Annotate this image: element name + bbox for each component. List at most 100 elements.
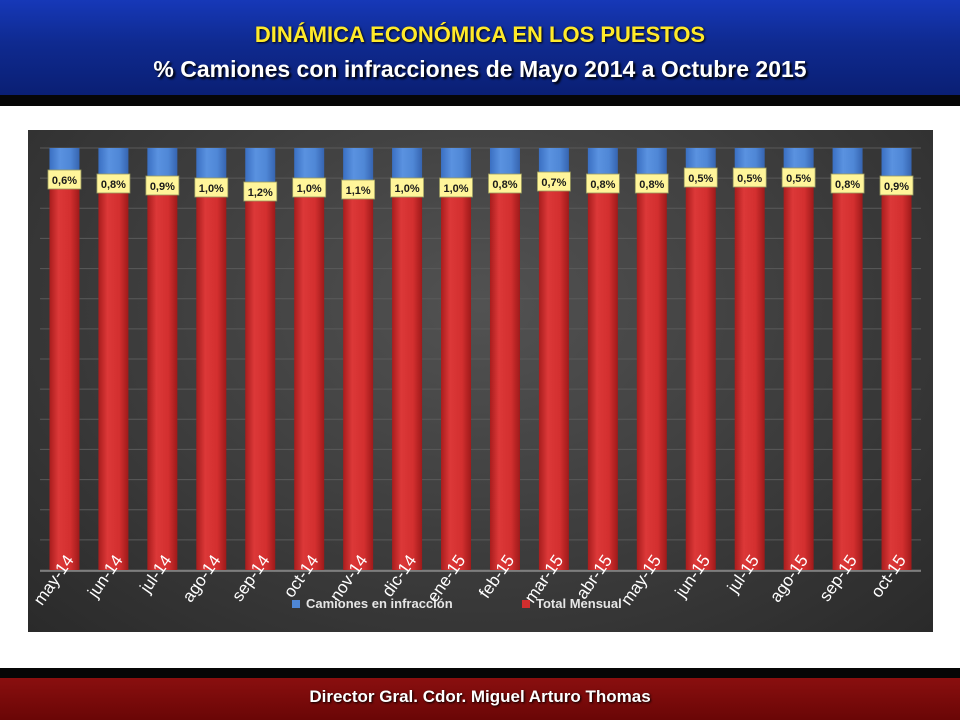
data-label: 0,8% xyxy=(96,173,131,194)
bar-total-mensual xyxy=(783,172,814,570)
data-label-text: 0,5% xyxy=(688,173,713,185)
data-label-text: 0,8% xyxy=(835,179,860,191)
data-label-text: 0,5% xyxy=(786,173,811,185)
bar-camiones-infraccion xyxy=(147,148,178,180)
legend-swatch xyxy=(292,600,300,608)
data-label: 0,6% xyxy=(47,169,82,190)
data-label-box xyxy=(96,173,131,194)
data-label-box xyxy=(47,169,82,190)
data-label-box xyxy=(243,181,278,202)
data-label-text: 1,0% xyxy=(395,183,420,195)
data-label-box xyxy=(781,167,816,188)
data-label: 0,8% xyxy=(488,173,522,194)
x-tick-label: jul-15 xyxy=(723,551,763,597)
data-label-text: 0,9% xyxy=(884,181,909,193)
data-label-text: 0,8% xyxy=(492,179,517,191)
bar-total-mensual xyxy=(489,178,520,570)
bar-total-mensual xyxy=(881,180,912,570)
bar-total-mensual xyxy=(196,182,227,570)
data-label-box xyxy=(439,177,473,198)
data-label-text: 1,0% xyxy=(297,183,322,195)
data-label: 1,0% xyxy=(439,177,473,198)
bar-total-mensual xyxy=(734,172,765,570)
chart-panel: 0,6% 0,8% 0,9% 1,0% 1,2% 1,0% 1,1% 1,0% 1,0% 0,8%… xyxy=(28,130,933,632)
bar-total-mensual xyxy=(538,176,569,570)
footer-banner: Director Gral. Cdor. Miguel Arturo Thoma… xyxy=(0,678,960,720)
page-subtitle: % Camiones con infracciones de Mayo 2014… xyxy=(153,56,807,82)
legend: Camiones en infracción Total Mensual xyxy=(292,596,622,611)
bars xyxy=(49,148,912,570)
data-label-text: 0,8% xyxy=(639,179,664,191)
bar-total-mensual xyxy=(685,172,716,570)
header-banner: DINÁMICA ECONÓMICA EN LOS PUESTOS % Cami… xyxy=(0,0,960,95)
bar-camiones-infraccion xyxy=(587,148,618,178)
legend-label: Total Mensual xyxy=(536,596,622,611)
x-tick-label: feb-15 xyxy=(475,551,518,601)
x-tick-label: abr-15 xyxy=(572,551,616,602)
bar-total-mensual xyxy=(441,182,472,570)
bar-camiones-infraccion xyxy=(489,148,520,178)
x-tick-label: dic-14 xyxy=(378,551,420,600)
bar-camiones-infraccion xyxy=(196,148,227,182)
data-label: 0,5% xyxy=(683,167,718,188)
data-label-box xyxy=(341,179,376,200)
data-label-box xyxy=(292,177,327,198)
bar-total-mensual xyxy=(147,180,178,570)
data-label-box xyxy=(194,177,229,198)
data-label: 0,9% xyxy=(145,175,180,196)
x-tick-label: jul-14 xyxy=(136,551,176,597)
header-divider xyxy=(0,95,960,106)
data-label-text: 0,7% xyxy=(541,177,566,189)
x-tick-label: oct-15 xyxy=(867,551,910,601)
bar-camiones-infraccion xyxy=(343,148,374,184)
data-label-text: 0,5% xyxy=(737,173,762,185)
bar-total-mensual xyxy=(392,182,423,570)
bar-total-mensual xyxy=(832,178,863,570)
data-label-box xyxy=(537,171,571,192)
data-label-box xyxy=(585,173,620,194)
data-label-box xyxy=(634,173,669,194)
data-label: 1,0% xyxy=(292,177,327,198)
data-label: 0,8% xyxy=(830,173,865,194)
data-label-box xyxy=(830,173,865,194)
data-label-text: 0,6% xyxy=(52,175,77,187)
data-label: 1,0% xyxy=(194,177,229,198)
data-label-text: 1,1% xyxy=(346,185,371,197)
x-tick-label: jun-15 xyxy=(671,551,714,601)
data-label-box xyxy=(488,173,522,194)
data-label-box xyxy=(879,175,914,196)
bar-total-mensual xyxy=(294,182,325,570)
bar-total-mensual xyxy=(49,174,80,570)
data-label: 0,9% xyxy=(879,175,914,196)
bar-total-mensual xyxy=(636,178,667,570)
footer-divider xyxy=(0,668,960,678)
footer-credit: Director Gral. Cdor. Miguel Arturo Thoma… xyxy=(309,687,651,706)
data-label-box xyxy=(145,175,180,196)
bar-camiones-infraccion xyxy=(294,148,325,182)
data-label-text: 0,9% xyxy=(150,181,175,193)
bar-camiones-infraccion xyxy=(881,148,912,180)
stacked-bar-chart: 0,6% 0,8% 0,9% 1,0% 1,2% 1,0% 1,1% 1,0% 1,0% 0,8%… xyxy=(30,147,921,611)
page-title: DINÁMICA ECONÓMICA EN LOS PUESTOS xyxy=(254,22,706,47)
data-label-box xyxy=(390,177,424,198)
data-label-text: 1,2% xyxy=(248,187,273,199)
data-label-text: 0,8% xyxy=(590,179,615,191)
bar-camiones-infraccion xyxy=(98,148,129,178)
bar-total-mensual xyxy=(587,178,618,570)
bar-camiones-infraccion xyxy=(441,148,472,182)
bar-camiones-infraccion xyxy=(392,148,423,182)
data-label: 0,8% xyxy=(585,173,620,194)
data-label-box xyxy=(683,167,718,188)
data-label: 1,2% xyxy=(243,181,278,202)
data-label-text: 0,8% xyxy=(101,179,126,191)
bar-camiones-infraccion xyxy=(538,148,569,176)
gridlines xyxy=(40,147,921,572)
x-tick-label: jun-14 xyxy=(83,551,126,601)
data-label-text: 1,0% xyxy=(443,183,468,195)
legend-swatch xyxy=(522,600,530,608)
data-label: 0,5% xyxy=(732,167,767,188)
legend-label: Camiones en infracción xyxy=(306,596,453,611)
bar-total-mensual xyxy=(245,186,276,570)
bar-camiones-infraccion xyxy=(832,148,863,178)
data-label-text: 1,0% xyxy=(199,183,224,195)
